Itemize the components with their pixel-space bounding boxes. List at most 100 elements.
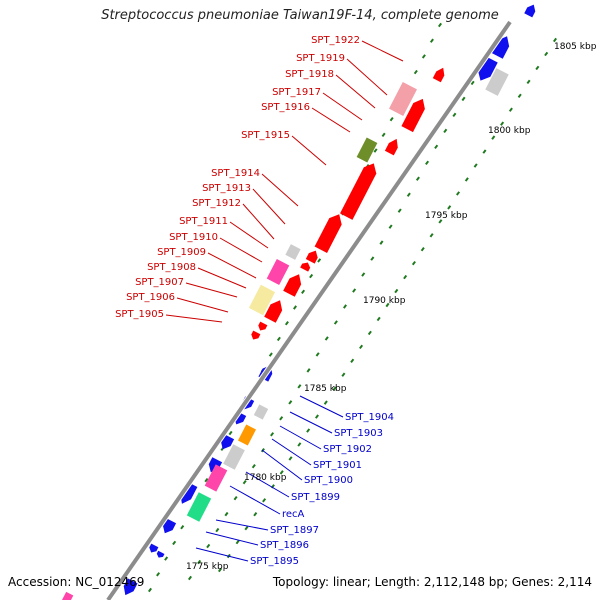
ruler-label: 1785 kbp	[304, 384, 347, 394]
tick-mark-left-inner	[233, 495, 238, 501]
label-leader-line	[279, 425, 322, 450]
gene-red-arrow	[401, 98, 425, 133]
tick-mark-left-outer	[413, 69, 418, 75]
gene-red-arrow	[251, 330, 261, 340]
tick-mark-left-inner	[306, 368, 311, 373]
ruler-label: 1800 kbp	[488, 126, 531, 136]
label-leaders	[165, 40, 404, 562]
genome-backbone	[105, 20, 513, 600]
tick-mark-right-outer	[438, 219, 443, 224]
ruler-labels: 1805 kbp 1800 kbp 1795 kbp 1790 kbp 1785 kbp…	[186, 42, 597, 572]
gene-red-arrow	[283, 274, 302, 297]
tick-mark-right-outer	[482, 149, 487, 154]
genome-summary-text: Topology: linear; Length: 2,112,148 bp; …	[272, 575, 592, 589]
gene-label: SPT_1915	[241, 130, 290, 141]
tick-mark-left-inner	[361, 272, 366, 277]
label-leader-line	[229, 221, 269, 249]
tick-mark-right-outer	[359, 344, 364, 350]
label-leader-line	[215, 519, 269, 531]
tick-mark-right-outer	[517, 93, 522, 98]
tick-mark-left-outer	[276, 336, 281, 342]
label-leader-line	[361, 40, 404, 62]
tick-mark-right-outer	[244, 525, 249, 531]
accession-text: Accession: NC_012469	[8, 575, 145, 589]
tick-mark-left-inner	[406, 192, 411, 197]
gene-khaki-box	[248, 284, 276, 316]
gene-magenta-box	[204, 464, 228, 492]
gene-label: SPT_1916	[261, 102, 310, 113]
tick-mark-left-inner	[342, 304, 348, 309]
tick-mark-left-inner	[324, 336, 329, 341]
ruler-label: 1780 kbp	[244, 473, 287, 483]
gene-label: SPT_1910	[169, 232, 218, 243]
gene-red-arrow	[384, 138, 398, 156]
label-leader-line	[185, 282, 238, 298]
tick-mark-right-outer	[447, 205, 452, 210]
ruler-label: 1805 kbp	[554, 42, 597, 52]
gene-red-arrow	[340, 163, 377, 220]
tick-mark-right-outer	[491, 135, 496, 140]
gene-red-arrow	[264, 300, 283, 323]
tick-mark-left-inner	[242, 479, 247, 485]
ruler-label: 1775 kbp	[186, 562, 229, 572]
ruler-label: 1795 kbp	[425, 211, 468, 221]
label-leader-line	[242, 203, 275, 240]
tick-mark-left-inner	[188, 575, 192, 581]
gene-blue-arrow	[524, 4, 536, 18]
tick-mark-right-outer	[385, 302, 390, 308]
gene-label: SPT_1909	[157, 247, 206, 258]
tick-mark-left-inner	[443, 128, 448, 134]
gene-label: SPT_1904	[345, 412, 394, 423]
gene-label: SPT_1914	[211, 168, 260, 179]
tick-mark-left-inner	[397, 208, 402, 213]
tick-mark-left-inner	[425, 160, 430, 165]
gene-magenta-box	[266, 259, 290, 285]
gene-red-arrow	[258, 321, 268, 331]
gene-label: SPT_1922	[311, 35, 360, 46]
gene-label: SPT_1917	[272, 87, 321, 98]
tick-mark-left-inner	[197, 559, 202, 565]
tick-mark-right-outer	[350, 358, 355, 363]
tick-mark-right-outer	[332, 386, 337, 391]
gene-label: SPT_1907	[135, 277, 184, 288]
ruler-label: 1790 kbp	[363, 296, 406, 306]
gene-label: recA	[282, 509, 305, 520]
tick-mark-left-inner	[452, 112, 457, 118]
gene-label: SPT_1897	[270, 525, 319, 536]
gene-red-arrow	[314, 214, 342, 253]
label-leader-line	[207, 252, 257, 279]
tick-mark-right-outer	[552, 37, 558, 43]
gene-pink-box	[389, 82, 417, 116]
label-leader-line	[205, 531, 259, 546]
tick-mark-right-outer	[500, 121, 505, 126]
label-leader-line	[252, 188, 286, 225]
gene-label: SPT_1895	[250, 556, 299, 567]
label-leader-line	[197, 267, 247, 289]
tick-marks	[148, 22, 558, 593]
tick-mark-left-inner	[379, 240, 384, 245]
gene-label: SPT_1901	[313, 460, 362, 471]
tick-mark-left-inner	[415, 176, 420, 181]
gene-orange-box	[237, 424, 257, 446]
gene-label: SPT_1919	[296, 53, 345, 64]
tick-mark-left-outer	[284, 320, 289, 326]
tick-mark-right-outer	[323, 400, 328, 405]
tick-mark-right-outer	[429, 233, 434, 238]
gene-label: SPT_1912	[192, 198, 241, 209]
tick-mark-right-outer	[456, 191, 461, 196]
tick-mark-right-outer	[253, 512, 258, 517]
label-leader-line	[299, 395, 344, 418]
tick-mark-right-outer	[288, 456, 293, 461]
gene-label: SPT_1900	[304, 475, 353, 486]
label-leader-line	[245, 471, 290, 498]
gene-label: SPT_1913	[202, 183, 251, 194]
tick-mark-right-outer	[218, 567, 222, 573]
tick-mark-left-outer	[268, 352, 273, 357]
label-leader-line	[261, 173, 299, 207]
tick-mark-left-outer	[309, 273, 314, 279]
tick-mark-right-outer	[544, 51, 549, 57]
tick-mark-left-outer	[301, 289, 306, 295]
tick-mark-right-outer	[376, 316, 381, 322]
tick-mark-left-inner	[352, 288, 357, 293]
